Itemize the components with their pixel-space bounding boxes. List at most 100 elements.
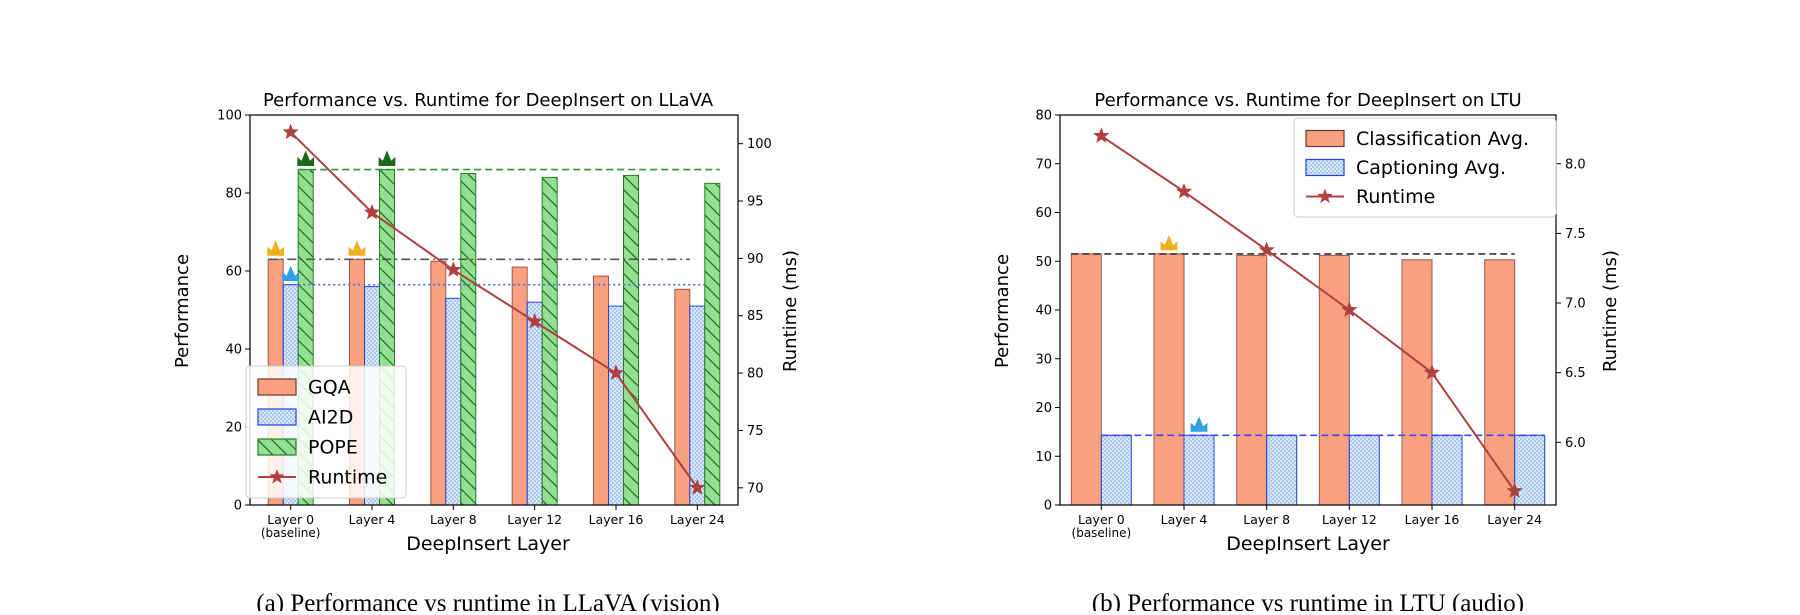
y2-tick-label: 80 bbox=[747, 367, 764, 382]
x-tick-label: Layer 16 bbox=[589, 512, 644, 527]
y2-tick-label: 100 bbox=[747, 137, 772, 152]
point-runtime bbox=[1093, 127, 1110, 143]
legend: GQA AI2D POPE Runtime bbox=[245, 365, 407, 499]
y2-tick-label: 70 bbox=[747, 481, 764, 496]
bar-pope bbox=[460, 173, 477, 506]
legend-label-classification-avg: Classification Avg. bbox=[1356, 128, 1529, 150]
y-tick-label: 40 bbox=[1035, 304, 1052, 319]
x-tick-label: Layer 16 bbox=[1405, 512, 1460, 527]
x-tick-label: Layer 24 bbox=[1487, 512, 1542, 527]
bar-gqa bbox=[593, 275, 609, 506]
legend-swatch-gqa bbox=[257, 378, 297, 396]
point-runtime bbox=[1258, 241, 1275, 258]
bar-classification-avg bbox=[1401, 259, 1433, 506]
y2-tick-label: 75 bbox=[747, 424, 764, 439]
x-tick-label: Layer 4 bbox=[1161, 512, 1208, 527]
chart-title: Performance vs. Runtime for DeepInsert o… bbox=[1094, 90, 1521, 111]
point-runtime bbox=[282, 123, 299, 140]
legend-swatch-pope bbox=[257, 438, 297, 456]
caption: (b) Performance vs runtime in LTU (audio… bbox=[1092, 590, 1524, 611]
crown-icon bbox=[1190, 416, 1208, 432]
y-tick-label: 50 bbox=[1035, 255, 1052, 270]
line-runtime bbox=[1100, 135, 1516, 492]
y-tick-label: 100 bbox=[217, 109, 242, 124]
x-tick-label: Layer 12 bbox=[507, 512, 562, 527]
chart-ltu: Performance vs. Runtime for DeepInsert o… bbox=[992, 90, 1621, 615]
y-tick-label: 60 bbox=[1035, 206, 1052, 221]
legend-marker-runtime bbox=[1317, 188, 1333, 203]
chart-title: Performance vs. Runtime for DeepInsert o… bbox=[263, 90, 714, 111]
y-tick-label: 70 bbox=[1035, 157, 1052, 172]
bar-ai2d bbox=[526, 301, 543, 506]
crown-icon bbox=[282, 265, 300, 282]
x-tick-label: Layer 8 bbox=[430, 512, 477, 527]
x-tick-label: Layer 24 bbox=[670, 512, 725, 527]
point-runtime bbox=[607, 364, 625, 381]
bar-classification-avg bbox=[1318, 254, 1350, 506]
bar-ai2d bbox=[608, 305, 624, 506]
legend-marker-runtime bbox=[269, 469, 285, 484]
y2-axis-label: Runtime (ms) bbox=[1600, 250, 1621, 372]
legend-label-gqa: GQA bbox=[308, 377, 351, 399]
crown-icon bbox=[297, 150, 315, 166]
bar-gqa bbox=[430, 260, 447, 506]
point-runtime bbox=[1341, 301, 1358, 318]
bar-captioning-avg bbox=[1514, 434, 1546, 506]
y-tick-label: 20 bbox=[1035, 401, 1052, 416]
y2-tick-label: 7.5 bbox=[1565, 227, 1586, 242]
x-tick-sublabel: (baseline) bbox=[1072, 526, 1132, 540]
legend-swatch-classification-avg bbox=[1305, 129, 1345, 148]
crown-icon bbox=[1160, 234, 1178, 251]
bar-captioning-avg bbox=[1431, 434, 1463, 506]
y-tick-label: 0 bbox=[234, 499, 242, 514]
crown-icon bbox=[267, 240, 285, 256]
x-tick-label: Layer 4 bbox=[349, 512, 396, 527]
y-axis-label: Performance bbox=[992, 254, 1013, 368]
legend-label-runtime: Runtime bbox=[308, 467, 387, 489]
bar-classification-avg bbox=[1070, 253, 1102, 506]
y-tick-label: 80 bbox=[225, 187, 242, 202]
y-tick-label: 10 bbox=[1035, 450, 1052, 465]
y2-tick-label: 6.5 bbox=[1565, 366, 1586, 381]
x-tick-label: Layer 12 bbox=[1322, 512, 1377, 527]
bar-classification-avg bbox=[1484, 259, 1516, 506]
point-runtime bbox=[689, 479, 706, 495]
bar-captioning-avg bbox=[1266, 434, 1298, 506]
chart-llava: Performance vs. Runtime for DeepInsert o… bbox=[172, 90, 801, 615]
crown-icon bbox=[348, 240, 366, 256]
legend: Classification Avg. Captioning Avg. Runtim… bbox=[1293, 117, 1557, 218]
bar-captioning-avg bbox=[1100, 434, 1132, 506]
y2-tick-label: 90 bbox=[747, 252, 764, 267]
point-runtime bbox=[526, 312, 543, 329]
bar-gqa bbox=[511, 266, 528, 506]
point-runtime bbox=[1506, 482, 1523, 499]
x-tick-sublabel: (baseline) bbox=[261, 526, 321, 540]
y-tick-label: 60 bbox=[225, 265, 242, 280]
bar-captioning-avg bbox=[1348, 434, 1380, 506]
y2-tick-label: 7.0 bbox=[1565, 297, 1586, 312]
y-tick-label: 0 bbox=[1044, 499, 1052, 514]
point-runtime bbox=[445, 261, 462, 277]
legend-swatch-ai2d bbox=[257, 408, 297, 426]
legend-box bbox=[245, 365, 407, 499]
point-runtime bbox=[363, 203, 381, 220]
x-axis-label: DeepInsert Layer bbox=[406, 533, 570, 555]
bar-pope bbox=[623, 174, 639, 506]
y2-tick-label: 8.0 bbox=[1565, 157, 1586, 172]
y-tick-label: 80 bbox=[1035, 109, 1052, 124]
bar-captioning-avg bbox=[1183, 434, 1215, 506]
y-axis-label: Performance bbox=[172, 254, 193, 368]
y-tick-label: 30 bbox=[1035, 352, 1052, 367]
crown-icon bbox=[378, 150, 396, 166]
y2-tick-label: 6.0 bbox=[1565, 436, 1586, 451]
x-tick-label: Layer 8 bbox=[1243, 512, 1290, 527]
legend-label-runtime: Runtime bbox=[1356, 186, 1435, 208]
legend-label-captioning-avg: Captioning Avg. bbox=[1356, 157, 1506, 179]
plot-frame bbox=[249, 114, 739, 506]
point-runtime bbox=[1175, 182, 1193, 199]
bar-ai2d bbox=[689, 305, 706, 506]
legend-label-pope: POPE bbox=[308, 437, 358, 459]
legend-label-ai2d: AI2D bbox=[308, 407, 353, 429]
bar-classification-avg bbox=[1236, 254, 1268, 506]
